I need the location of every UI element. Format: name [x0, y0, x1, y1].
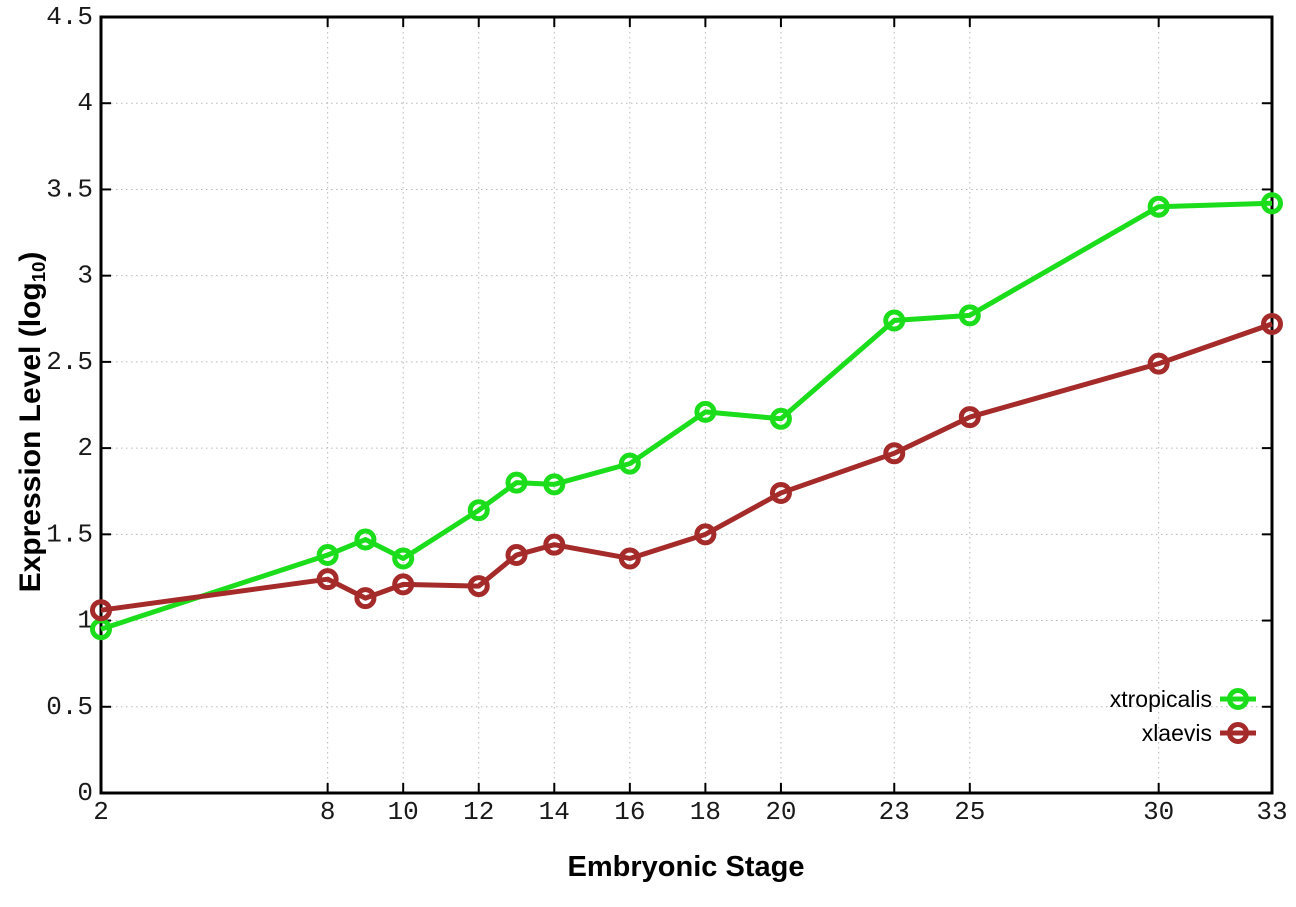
y-axis-title: Expression Level (log10)	[9, 122, 53, 722]
series-xtropicalis-marker	[618, 452, 641, 475]
series-xtropicalis-marker	[1261, 192, 1283, 215]
y-axis-title-suffix: )	[14, 251, 47, 262]
y-tick-label: 1	[77, 606, 93, 636]
y-tick-label: 4	[77, 88, 93, 118]
y-tick-label: 2.5	[46, 347, 93, 377]
series-xlaevis-marker	[1261, 312, 1283, 335]
series-xtropicalis-marker	[354, 528, 377, 551]
series-xlaevis-marker	[1147, 352, 1170, 375]
x-axis-title: Embryonic Stage	[567, 851, 805, 883]
x-tick-label: 14	[539, 797, 570, 827]
series-xlaevis-marker	[505, 544, 528, 567]
y-tick-label: 2	[77, 433, 93, 463]
x-tick-label: 16	[614, 797, 645, 827]
x-tick-label: 25	[954, 797, 985, 827]
legend-marker-xtropicalis	[1227, 688, 1249, 710]
y-tick-label: 4.5	[46, 2, 93, 32]
series-xtropicalis-marker	[543, 473, 566, 496]
legend-label-xtropicalis: xtropicalis	[1110, 686, 1212, 712]
series-xlaevis-marker	[543, 533, 566, 556]
series-xtropicalis-marker	[769, 407, 792, 430]
series-xlaevis-marker	[90, 599, 112, 622]
legend-label-xlaevis: xlaevis	[1142, 720, 1212, 746]
series-xtropicalis-line	[100, 200, 1273, 632]
y-axis-title-subscript: 10	[28, 261, 50, 283]
series-xtropicalis-marker	[883, 309, 906, 332]
x-tick-label: 30	[1143, 797, 1174, 827]
series-xtropicalis-marker	[505, 471, 528, 494]
x-tick-label: 18	[690, 797, 721, 827]
series-xtropicalis-marker	[958, 304, 981, 327]
series-xlaevis-marker	[467, 575, 490, 598]
x-tick-label: 12	[463, 797, 494, 827]
series-xlaevis-marker	[769, 481, 792, 504]
x-tick-label: 20	[765, 797, 796, 827]
x-tick-label: 23	[879, 797, 910, 827]
series-xtropicalis-marker	[694, 400, 717, 423]
y-tick-label: 3	[77, 261, 93, 291]
series-xlaevis-marker	[392, 573, 415, 596]
series-xlaevis-marker	[958, 406, 981, 429]
y-axis-title-text: Expression Level (log	[14, 282, 47, 593]
series-xlaevis-marker	[354, 587, 377, 610]
x-tick-label: 10	[388, 797, 419, 827]
series-xlaevis-marker	[694, 523, 717, 546]
series-xtropicalis-marker	[316, 544, 339, 567]
series-xtropicalis-marker	[392, 547, 415, 570]
series-xtropicalis-marker	[467, 499, 490, 522]
plot-border	[99, 15, 1274, 795]
x-tick-label: 2	[93, 797, 109, 827]
x-tick-label: 8	[320, 797, 336, 827]
series-xlaevis-marker	[618, 547, 641, 570]
y-tick-label: 0	[77, 778, 93, 808]
y-tick-label: 3.5	[46, 174, 93, 204]
series-xlaevis-line	[100, 321, 1273, 613]
y-tick-label: 1.5	[46, 519, 93, 549]
x-tick-label: 33	[1256, 797, 1287, 827]
y-tick-label: 0.5	[46, 692, 93, 722]
series-xtropicalis-marker	[1147, 195, 1170, 218]
series-xlaevis-marker	[883, 442, 906, 465]
series-xlaevis-marker	[316, 568, 339, 591]
legend-marker-xlaevis	[1227, 722, 1249, 744]
